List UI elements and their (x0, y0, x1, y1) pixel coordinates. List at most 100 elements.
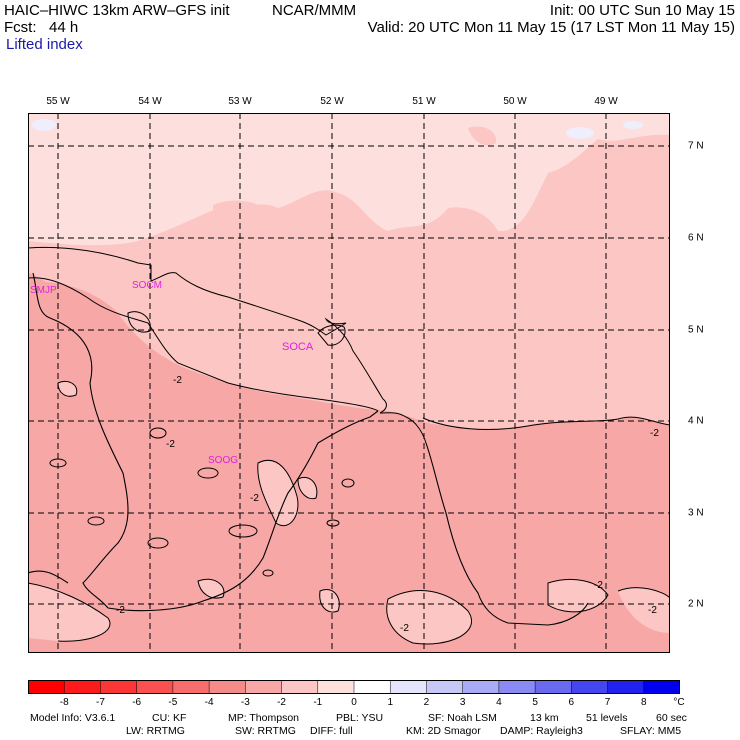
field-patch (319, 589, 340, 613)
lon-label: 52 W (320, 96, 344, 107)
colorbar-cell (28, 680, 65, 694)
lw-scheme: LW: RRTMG (126, 725, 185, 737)
contour-label: -2 (594, 580, 603, 591)
station-label: SOOG (208, 455, 238, 466)
lat-label: 6 N (688, 232, 704, 244)
field-patch (213, 200, 264, 220)
contour-label: -2 (116, 605, 125, 616)
model-info: Model Info: V3.6.1 (30, 712, 116, 724)
colorbar-tick-label: -1 (313, 697, 323, 708)
colorbar-cell (63, 680, 102, 694)
lat-label: 4 N (688, 415, 704, 427)
colorbar-cell (643, 680, 680, 694)
station-label: SOCM (132, 280, 162, 291)
colorbar-tick-label: 8 (640, 697, 647, 708)
colorbar-tick-label: 6 (568, 697, 575, 708)
lon-label: 51 W (412, 96, 436, 107)
colorbar-tick-label: 4 (496, 697, 502, 708)
lat-label: 7 N (688, 140, 704, 152)
colorbar-tick-label: 1 (387, 697, 393, 708)
timestep: 60 sec (656, 712, 687, 724)
colorbar-tick-label: 0 (351, 697, 357, 708)
cu-scheme: CU: KF (152, 712, 187, 724)
colorbar-tick-label: -8 (59, 697, 69, 708)
lifted-index-map: SMJP SOCM SOCA SOOG -2 -2 -2 -2 -2 -2 -2… (28, 113, 670, 653)
km-option: KM: 2D Smagor (406, 725, 481, 737)
colorbar-cell (136, 680, 174, 694)
init-time: Init: 00 UTC Sun 10 May 15 (549, 2, 735, 19)
colorbar-tick-label: -2 (277, 697, 286, 708)
station-label: SOCA (282, 341, 314, 353)
field-patch (257, 460, 298, 526)
contour-label: -2 (166, 439, 175, 450)
colorbar-cell (607, 680, 645, 694)
station-label: SMJP (30, 285, 57, 296)
colorbar-cell (208, 680, 247, 694)
colorbar-cell (389, 680, 428, 694)
field-patch (618, 587, 670, 633)
colorbar-cell (317, 680, 355, 694)
colorbar-tick-label: -5 (168, 697, 178, 708)
contour-label: -2 (250, 493, 259, 504)
field-band-positive (623, 121, 643, 129)
colorbar-cell (462, 680, 500, 694)
colorbar-cell (426, 680, 464, 694)
sf-scheme: SF: Noah LSM (428, 712, 497, 724)
contour-label: -2 (400, 623, 409, 634)
coastline (28, 246, 427, 444)
org-label: NCAR/MMM (272, 2, 357, 19)
colorbar-tick-label: -3 (240, 697, 250, 708)
colorbar-cell (571, 680, 609, 694)
field-band-minus2-minus3 (28, 281, 670, 653)
levels: 51 levels (586, 712, 628, 724)
damp-option: DAMP: Rayleigh3 (500, 725, 583, 737)
colorbar-cell (245, 680, 283, 694)
lat-label: 3 N (688, 507, 704, 519)
field-band-positive (32, 119, 56, 131)
colorbar-cell (172, 680, 210, 694)
lon-label: 55 W (46, 96, 70, 107)
mp-scheme: MP: Thompson (228, 712, 300, 724)
sw-scheme: SW: RRTMG (235, 725, 296, 737)
field-patch (58, 381, 77, 397)
colorbar-cell (353, 680, 391, 694)
field-patch (28, 583, 110, 642)
colorbar (28, 680, 680, 694)
contour-label: -2 (650, 428, 659, 439)
colorbar-cell (281, 680, 319, 694)
contour-lines (28, 277, 670, 645)
country-borders (28, 272, 589, 626)
lat-label: 2 N (688, 598, 704, 610)
colorbar-cell (100, 680, 138, 694)
valid-time: Valid: 20 UTC Mon 11 May 15 (17 LST Mon … (367, 19, 735, 36)
pbl-scheme: PBL: YSU (336, 712, 384, 724)
colorbar-tick-label: -6 (132, 697, 142, 708)
colorbar-tick-label: -4 (204, 697, 214, 708)
field-band-positive (566, 127, 594, 139)
lon-label: 54 W (138, 96, 162, 107)
field-patch (128, 311, 151, 333)
colorbar-tick-label: 2 (423, 697, 430, 708)
forecast-hour: Fcst: 44 h (4, 19, 79, 36)
colorbar-tick-label: 5 (532, 697, 538, 708)
field-name: Lifted index (6, 36, 83, 53)
lon-label: 50 W (503, 96, 527, 107)
field-patch (468, 126, 497, 146)
lat-lon-grid (28, 113, 670, 653)
lon-label: 53 W (228, 96, 252, 107)
model-title: HAIC–HIWC 13km ARW–GFS init (4, 2, 230, 19)
colorbar-tick-label: -7 (95, 697, 105, 708)
diff-option: DIFF: full (310, 725, 353, 737)
colorbar-tick-label: 7 (604, 697, 611, 708)
contour-label: -2 (173, 375, 182, 386)
field-band-minus2-minus3 (28, 273, 85, 413)
contour-label: -2 (648, 605, 657, 616)
colorbar-unit: °C (673, 697, 685, 708)
colorbar-tick-label: 3 (459, 697, 466, 708)
sflay-option: SFLAY: MM5 (620, 725, 682, 737)
map-frame (28, 113, 670, 653)
colorbar-cell (534, 680, 573, 694)
lon-label: 49 W (594, 96, 618, 107)
resolution: 13 km (530, 712, 559, 724)
lat-label: 5 N (688, 324, 704, 336)
